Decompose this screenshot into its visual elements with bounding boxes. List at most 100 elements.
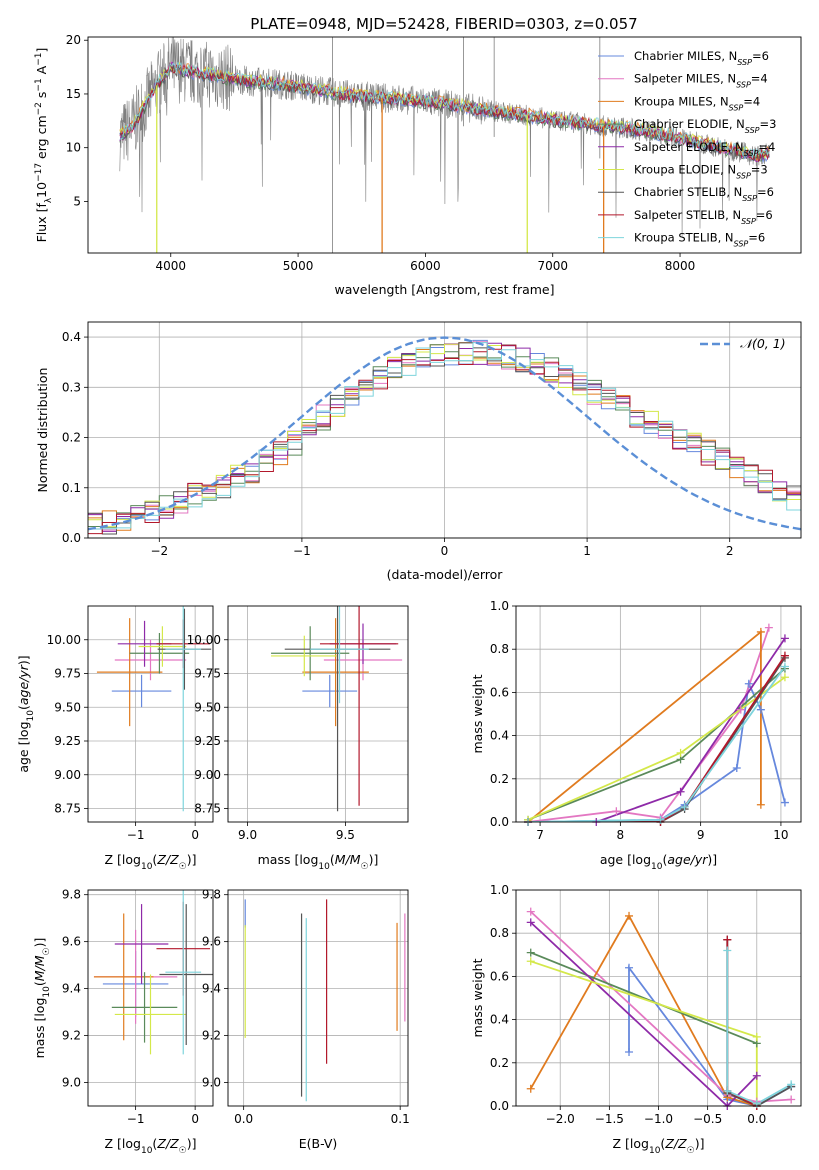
label-part: M/M <box>335 852 361 867</box>
chart-weight-vs-Z: −2.0 −1.5 −1.0 −0.5 0.0 0.0 0.2 0.4 0.6 0.8 1.0 Z [… <box>470 883 802 1156</box>
label-part: ☉ <box>361 862 369 872</box>
legend-label: Chabrier STELIB, NSSP=6 <box>634 185 774 203</box>
label-part: Z/Z <box>664 1136 687 1151</box>
label-part: Flux [f <box>34 203 49 243</box>
x-tick-label: 0.1 <box>391 1112 410 1126</box>
weight-marker <box>676 748 685 757</box>
y-tick-label: 9.0 <box>62 1076 81 1090</box>
y-tick-label: 8.75 <box>194 802 221 816</box>
weight-marker <box>526 1084 535 1093</box>
label-part: −1 <box>34 78 44 91</box>
y-tick-label: 0.0 <box>62 531 81 545</box>
label-part: ☉ <box>179 862 187 872</box>
y-tick-label: 9.25 <box>194 734 221 748</box>
label-part: ☉ <box>179 1146 187 1156</box>
y-tick-label: 9.8 <box>202 888 221 902</box>
weight-marker <box>723 935 732 944</box>
weight-marker <box>780 673 789 682</box>
y-tick-label: 9.8 <box>62 888 81 902</box>
y-tick-label: 0.4 <box>62 330 81 344</box>
y-tick-label: 15 <box>66 87 81 101</box>
weight-marker <box>625 1048 634 1056</box>
label-part: mass [log <box>32 998 47 1059</box>
y-tick-label: 10.00 <box>47 633 81 647</box>
legend-label-sub: SSP <box>744 148 759 157</box>
weight-marker <box>676 787 685 796</box>
weight-marker <box>625 963 634 972</box>
legend-label: Salpeter STELIB, NSSP=6 <box>634 208 773 226</box>
y-tick-label: 9.50 <box>54 700 81 714</box>
legend-label-sub: SSP <box>737 58 752 67</box>
x-tick-label: 0.0 <box>747 1112 766 1126</box>
y-tick-label: 9.0 <box>202 1076 221 1090</box>
x-tick-label: −2 <box>150 544 168 558</box>
y-tick-label: 9.25 <box>54 734 81 748</box>
weight-line <box>726 950 792 1105</box>
label-part: age [log <box>16 721 31 772</box>
label-part: ☉ <box>42 947 52 955</box>
x-tick-label: 8000 <box>665 259 696 273</box>
legend-label-suffix: =3 <box>751 163 768 177</box>
weight-line <box>529 914 758 1106</box>
y-tick-label: 0.8 <box>490 642 509 656</box>
weight-marker <box>787 1080 796 1089</box>
y-tick-label: 9.00 <box>194 768 221 782</box>
label-part: E(B-V) <box>299 1136 338 1151</box>
y-axis-label: mass weight <box>470 958 485 1037</box>
x-tick-label: −1 <box>293 544 311 558</box>
legend-label: Kroupa STELIB, NSSP=6 <box>634 231 765 249</box>
weight-marker <box>612 807 621 816</box>
label-part: M/M <box>32 955 47 981</box>
weight-marker <box>780 798 789 807</box>
y-tick-label: 0.2 <box>62 431 81 445</box>
label-part: ☉ <box>687 1146 695 1156</box>
x-tick-label: 1 <box>583 544 591 558</box>
y-tick-label: 9.2 <box>62 1029 81 1043</box>
weight-marker <box>756 627 765 636</box>
weight-marker <box>780 662 789 671</box>
label-part: ( <box>16 705 31 710</box>
axes-frame <box>515 889 802 1107</box>
x-tick-label: 0 <box>191 1112 199 1126</box>
x-tick-label: 0 <box>191 828 199 842</box>
label-part: 10 <box>318 862 330 872</box>
legend-label-normal: 𝒩(0, 1) <box>740 336 786 351</box>
y-tick-label: 9.75 <box>54 667 81 681</box>
label-part: ( <box>32 981 47 986</box>
weight-line <box>530 951 758 1045</box>
legend-label-main: Chabrier ELODIE, N <box>634 117 745 131</box>
label-part: ] <box>34 48 49 53</box>
weight-marker <box>680 802 689 811</box>
y-tick-label: 0.6 <box>490 969 509 983</box>
x-axis-label: mass [log10(M/M☉)] <box>258 852 379 872</box>
x-tick-label: 9.5 <box>336 828 355 842</box>
y-tick-label: 8.75 <box>54 802 81 816</box>
x-tick-label: 6000 <box>410 259 441 273</box>
x-tick-label: 5000 <box>283 259 314 273</box>
y-axis-label: Normed distribution <box>35 368 50 493</box>
x-axis-label: wavelength [Angstrom, rest frame] <box>334 282 554 297</box>
weight-marker <box>756 800 765 809</box>
label-part: 10 <box>141 1146 153 1156</box>
label-part: 10 <box>649 1146 661 1156</box>
y-tick-label: 0.0 <box>490 815 509 829</box>
plot-area <box>228 890 408 1106</box>
legend-label: Kroupa MILES, NSSP=4 <box>634 94 760 112</box>
label-part: ( <box>662 852 667 867</box>
x-tick-label: 8 <box>617 828 625 842</box>
x-tick-label: 4000 <box>155 259 186 273</box>
x-axis-label: (data-model)/error <box>387 567 504 582</box>
weight-marker <box>764 623 773 632</box>
legend-label: Chabrier MILES, NSSP=6 <box>634 49 769 67</box>
x-tick-label: 0.0 <box>234 1112 253 1126</box>
legend-label-main: Chabrier MILES, N <box>634 49 737 63</box>
y-tick-label: 9.50 <box>194 700 221 714</box>
y-tick-label: 9.00 <box>54 768 81 782</box>
y-axis-label: age [log10(age/yr)] <box>16 655 36 772</box>
label-part: age/yr <box>16 664 31 705</box>
legend-label-sub: SSP <box>734 239 749 248</box>
x-tick-label: −1.5 <box>595 1112 624 1126</box>
plot-area <box>119 37 770 253</box>
